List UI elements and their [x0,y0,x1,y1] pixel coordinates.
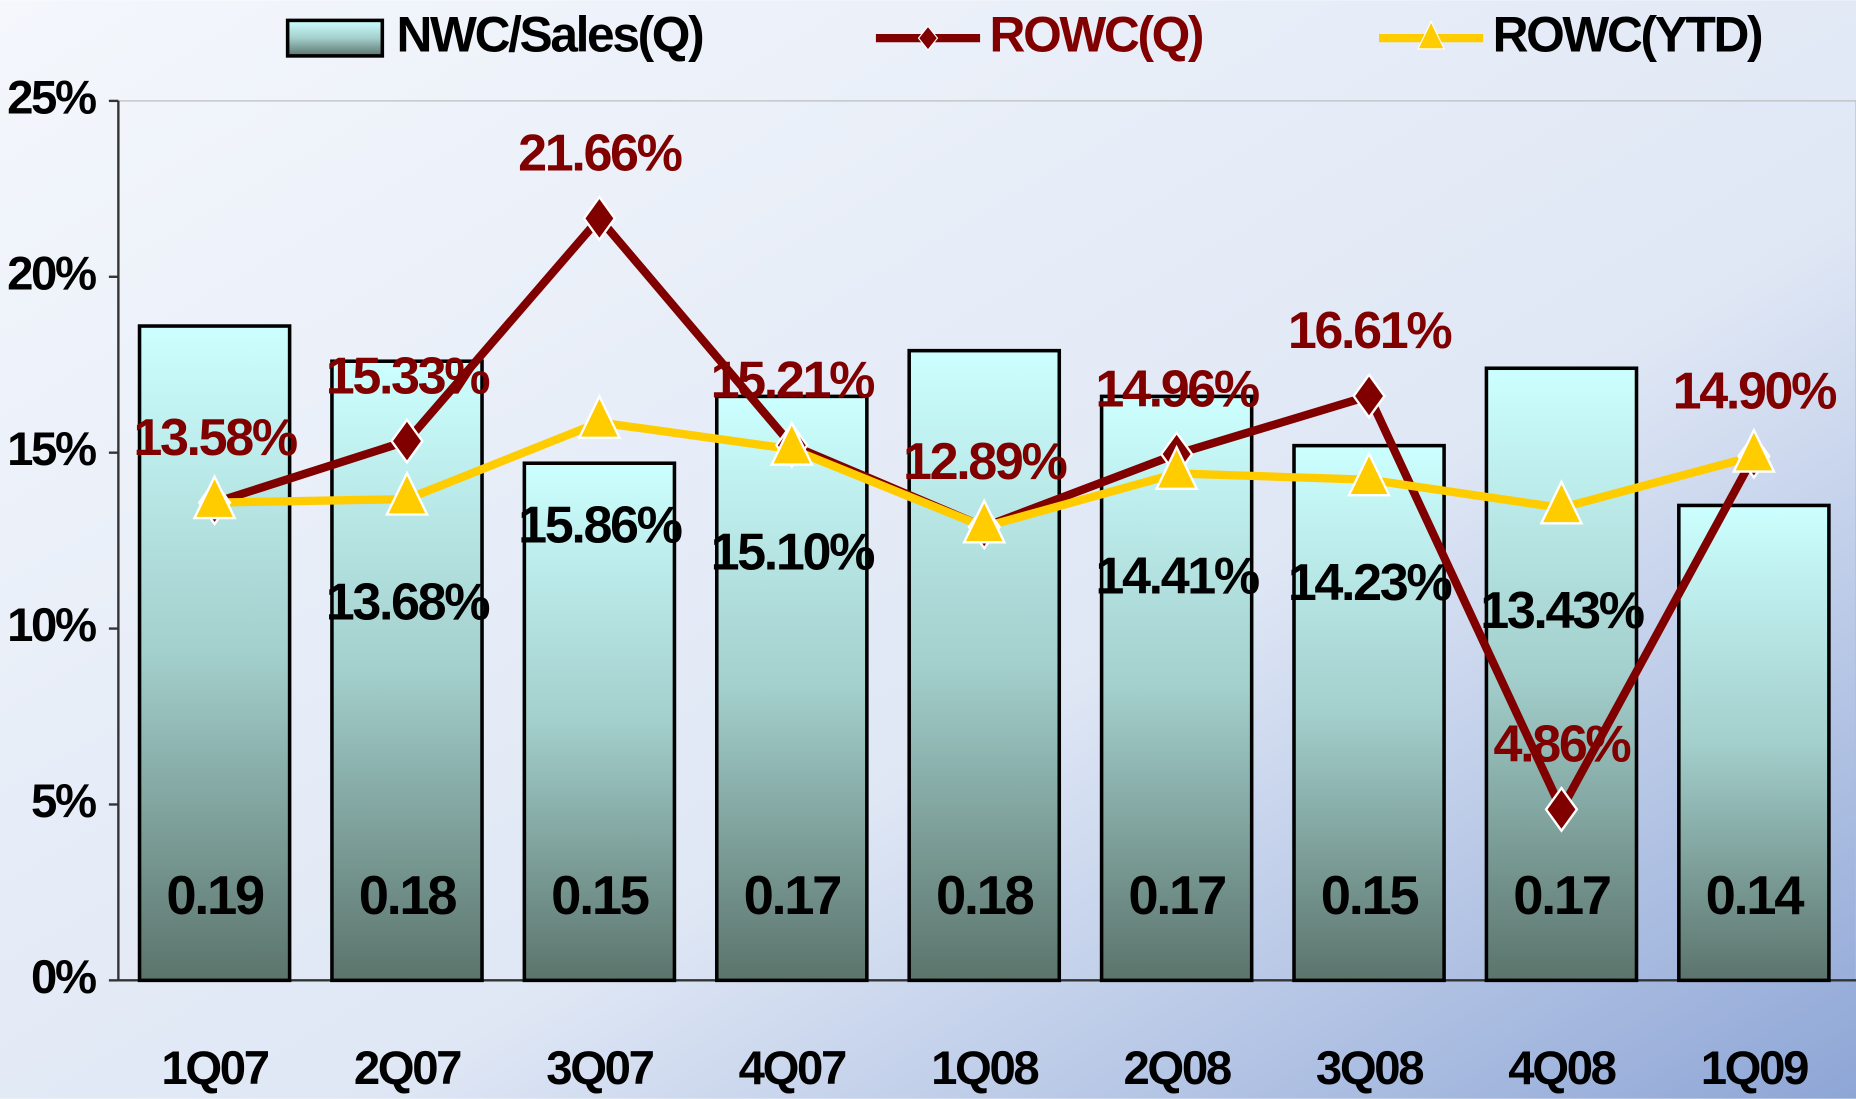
diamond-marker [1352,372,1386,420]
x-tick-label: 1Q09 [1701,1042,1808,1095]
bar [522,461,677,983]
legend-label: ROWC(YTD) [1493,6,1762,62]
diamond-marker [1544,786,1579,833]
x-tick-label: 4Q08 [1508,1042,1615,1095]
triangle-marker [769,420,814,466]
y-tick-label: 10% [7,599,96,652]
y-tick-label: 5% [31,775,96,828]
bar-value-label: 0.17 [1513,865,1610,926]
line-value-label: 16.61% [1288,302,1451,360]
line-value-label: 13.68% [326,573,489,631]
bar [330,359,484,983]
y-tick-label: 0% [31,951,96,1004]
line-value-label: 14.41% [1095,548,1258,606]
y-tick-label: 20% [7,247,96,300]
line-value-label: 15.21% [711,351,874,409]
line-value-label: 12.89% [903,433,1066,491]
triangle-marker [1731,427,1776,473]
triangle-marker [384,470,429,516]
bar-value-label: 0.18 [936,865,1034,926]
line-value-label: 13.58% [133,409,296,467]
legend-label: ROWC(Q) [990,6,1203,62]
triangle-marker [1347,451,1392,497]
legend-marker [1417,20,1446,50]
line-value-label: 15.10% [711,523,874,581]
y-tick-label: 15% [7,423,96,476]
triangle-marker [962,498,1007,544]
line-value-label: 14.96% [1095,360,1258,418]
bar [714,394,869,983]
triangle-marker [192,473,237,520]
x-tick-label: 2Q08 [1123,1042,1230,1095]
bar-value-label: 0.17 [744,865,841,926]
line-value-label: 21.66% [518,125,681,183]
diamond-marker [390,417,424,465]
x-tick-label: 1Q08 [931,1042,1038,1095]
legend-label: NWC/Sales(Q) [397,6,704,62]
bar [907,348,1062,983]
bar-value-label: 0.18 [359,865,457,926]
bar-value-label: 0.17 [1128,865,1225,926]
x-tick-label: 2Q07 [354,1042,461,1095]
bar [137,324,292,983]
bar-value-label: 0.15 [1321,865,1419,926]
y-tick-label: 25% [7,71,96,124]
line-value-label: 13.43% [1480,582,1643,640]
line-value-label: 14.90% [1673,362,1836,420]
bar-value-label: 0.15 [551,865,649,926]
line-value-label: 14.23% [1288,554,1451,612]
bar [1677,503,1831,983]
x-tick-label: 4Q07 [739,1042,846,1095]
x-tick-label: 3Q07 [546,1042,653,1095]
triangle-marker [577,393,622,439]
legend-marker [917,25,939,51]
bar [1099,394,1254,983]
x-tick-label: 3Q08 [1316,1042,1423,1095]
bar [1292,443,1446,983]
triangle-marker [1539,479,1584,525]
line-value-label: 15.33% [326,347,489,405]
bar-value-label: 0.14 [1706,865,1805,926]
legend-swatch [285,18,385,58]
bar-value-label: 0.19 [166,865,264,926]
x-tick-label: 1Q07 [161,1042,268,1095]
diamond-marker [582,195,617,242]
triangle-marker [1154,444,1199,491]
line-value-label: 15.86% [518,497,681,555]
line-value-label: 4.86% [1494,716,1631,774]
